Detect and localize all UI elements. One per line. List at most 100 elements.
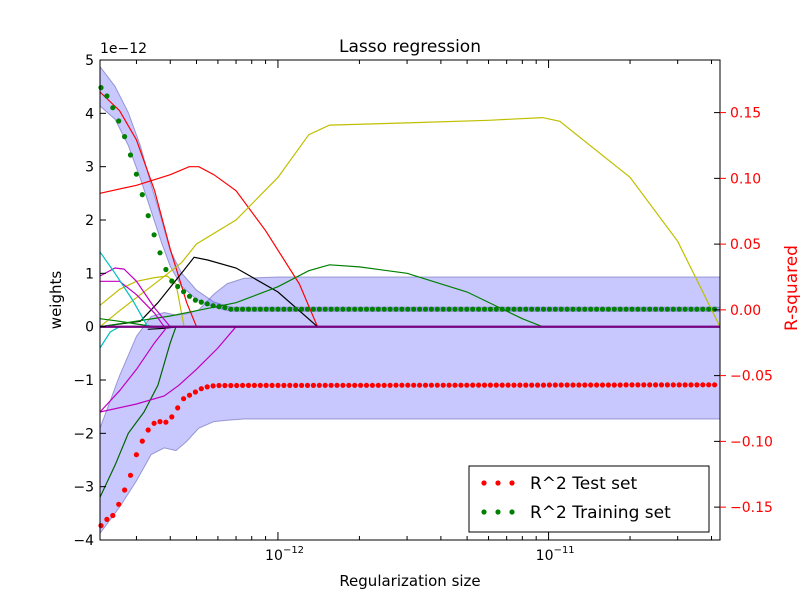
test-set-point xyxy=(145,427,151,433)
test-set-point xyxy=(304,382,311,388)
chart-title: Lasso regression xyxy=(339,37,481,57)
training-set-point xyxy=(570,306,576,312)
training-set-point xyxy=(706,306,712,312)
training-set-point xyxy=(688,306,694,312)
training-set-point xyxy=(552,306,558,312)
training-set-point xyxy=(505,306,511,312)
training-set-point xyxy=(470,306,476,312)
y-tick-label: 4 xyxy=(85,106,94,122)
test-set-point xyxy=(570,382,576,388)
y-right-tick-label: 0.15 xyxy=(730,106,761,122)
y-tick-label: 5 xyxy=(85,53,94,69)
x-tick-label: 10 xyxy=(536,548,554,564)
test-set-point xyxy=(216,382,222,389)
training-set-point xyxy=(175,283,181,290)
training-set-point xyxy=(133,171,139,177)
axis-ticks: −4 −3 −2 −1 0 1 2 3 4 5 −0.15 −0.10 −0.05 0.00 0.05 0.1… xyxy=(73,53,773,564)
legend-marker xyxy=(481,509,487,515)
training-set-point xyxy=(363,306,370,312)
training-set-point xyxy=(481,306,488,312)
training-set-point xyxy=(523,306,529,312)
training-set-point xyxy=(582,306,588,312)
weight-path xyxy=(99,326,168,413)
test-set-point xyxy=(523,382,529,388)
test-set-point xyxy=(511,382,517,388)
weight-path xyxy=(99,318,155,328)
weight-paths xyxy=(99,91,721,498)
training-set-point xyxy=(287,306,293,312)
test-set-point xyxy=(658,382,665,388)
test-set-point xyxy=(617,382,623,388)
test-set-point xyxy=(476,382,482,388)
y-right-tick-label: 0.05 xyxy=(730,237,761,253)
training-set-point xyxy=(611,306,617,312)
y-tick-label: −1 xyxy=(73,373,94,389)
test-set-point xyxy=(599,382,606,388)
test-set-point xyxy=(706,382,712,388)
training-set-point xyxy=(281,306,287,312)
training-set-point xyxy=(375,306,381,312)
test-set-point xyxy=(428,382,434,388)
test-set-point xyxy=(228,382,234,389)
training-set-point xyxy=(558,306,564,312)
test-set-point xyxy=(169,414,175,420)
training-set-point xyxy=(257,306,263,312)
test-set-point xyxy=(470,382,476,388)
test-set-point xyxy=(481,382,488,388)
training-set-point xyxy=(588,306,594,312)
training-set-point xyxy=(110,105,116,111)
training-set-point xyxy=(405,306,411,312)
training-set-point xyxy=(540,306,547,312)
training-set-point xyxy=(499,306,505,312)
weight-path xyxy=(100,280,165,328)
training-set-point xyxy=(275,306,281,312)
test-set-point xyxy=(269,382,275,388)
test-set-point xyxy=(222,382,228,389)
test-set-point xyxy=(464,382,470,388)
training-set-point xyxy=(169,278,175,284)
training-set-point xyxy=(653,306,659,312)
training-set-point xyxy=(511,306,517,312)
test-set-point xyxy=(375,382,381,388)
legend-marker xyxy=(509,480,515,486)
training-set-point xyxy=(352,306,358,312)
y-tick-label: 0 xyxy=(85,320,94,336)
test-set-point xyxy=(405,382,411,388)
training-set-point xyxy=(476,306,482,312)
training-set-point xyxy=(98,85,104,91)
training-set-point xyxy=(245,306,252,312)
training-set-point xyxy=(493,306,499,312)
y-tick-label: 2 xyxy=(85,213,94,229)
test-set-point xyxy=(110,512,116,519)
y-right-tick-label: 0.00 xyxy=(730,303,761,319)
test-set-point xyxy=(558,382,564,388)
training-set-point xyxy=(186,293,193,299)
test-set-point xyxy=(540,382,547,388)
test-set-point xyxy=(275,382,281,388)
test-set-point xyxy=(440,382,446,388)
weight-path xyxy=(99,166,319,327)
test-set-point xyxy=(641,382,647,388)
test-set-point xyxy=(328,382,334,388)
weight-path xyxy=(99,256,318,328)
test-set-point xyxy=(234,382,240,389)
test-set-point xyxy=(700,382,706,388)
training-set-point xyxy=(464,306,470,312)
training-set-point xyxy=(116,118,122,124)
weight-path xyxy=(99,251,149,327)
test-set-point xyxy=(588,382,594,388)
training-set-point xyxy=(393,306,399,312)
weight-path xyxy=(99,91,198,327)
y-right-tick-label: 0.10 xyxy=(730,171,761,187)
legend-marker xyxy=(481,480,487,486)
training-set-point xyxy=(664,306,671,312)
x-tick-exponent: −12 xyxy=(283,545,304,556)
test-set-point xyxy=(399,382,405,388)
test-set-point xyxy=(263,382,269,388)
training-set-point xyxy=(594,306,600,312)
y-tick-label: −2 xyxy=(73,426,94,442)
training-set-point xyxy=(381,306,387,312)
y-right-tick-label: −0.05 xyxy=(730,369,773,385)
test-set-point xyxy=(517,382,523,388)
